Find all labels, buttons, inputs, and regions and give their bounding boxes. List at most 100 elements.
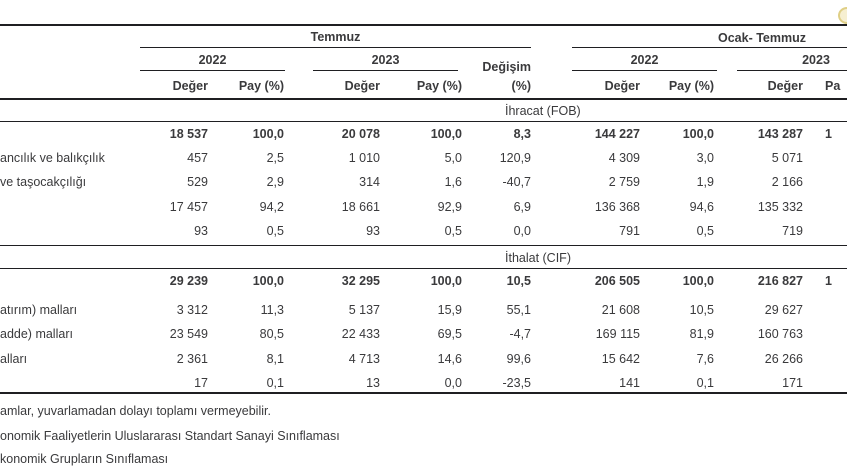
table-row: atırım) malları 3 312 11,3 5 137 15,9 55,1 21 … <box>0 298 847 322</box>
table-cell: 17 457 <box>169 199 208 214</box>
table-bottom-border <box>0 392 847 394</box>
table-cell: 216 827 <box>757 274 803 289</box>
ithalat-title-underline <box>0 268 847 269</box>
table-cell: 457 <box>187 151 208 166</box>
table-cell: 4 713 <box>348 351 380 366</box>
table-cell: 0,1 <box>696 375 714 390</box>
table-cell: 14,6 <box>437 351 462 366</box>
table-cell: 136 368 <box>594 199 640 214</box>
table-cell: 80,5 <box>259 327 284 342</box>
table-cell: 29 239 <box>169 274 208 289</box>
row-label: ancılık ve balıkçılık <box>0 151 105 166</box>
table-cell: 144 227 <box>594 127 640 142</box>
table-cell: 93 <box>194 223 208 238</box>
table-cell: 3,0 <box>696 151 714 166</box>
table-cell: 29 627 <box>764 303 803 318</box>
table-cell: 20 078 <box>341 127 380 142</box>
table-cell: 100,0 <box>430 274 462 289</box>
temmuz-underline <box>140 47 531 48</box>
table-cell: 99,6 <box>506 351 531 366</box>
table-cell: 6,9 <box>513 199 531 214</box>
table-cell: -40,7 <box>502 175 532 190</box>
table-cell: 171 <box>782 375 803 390</box>
table-cell: 1 <box>825 274 832 289</box>
year-2023-right: 2023 <box>802 53 830 67</box>
table-cell: 2 361 <box>176 351 208 366</box>
col-header-value-2023-cum: Değer <box>767 79 803 93</box>
table-cell: 8,3 <box>513 127 531 142</box>
table-row: 18 537 100,0 20 078 100,0 8,3 144 227 100,0 143… <box>0 122 847 146</box>
ithalat-rows: 29 239 100,0 32 295 100,0 10,5 206 505 100,0 21… <box>0 269 847 395</box>
table-cell: 10,5 <box>506 274 531 289</box>
table-cell: 18 537 <box>169 127 208 142</box>
section-title-ihracat: İhracat (FOB) <box>505 104 581 118</box>
table-cell: 100,0 <box>682 127 714 142</box>
table-cell: 2 166 <box>771 175 803 190</box>
table-cell: 169 115 <box>595 327 640 342</box>
table-cell: 0,0 <box>444 375 462 390</box>
table-cell: 0,0 <box>513 223 531 238</box>
table-cell: 5 137 <box>348 303 380 318</box>
y2023-left-underline <box>313 70 458 71</box>
header-bottom-border <box>0 98 847 100</box>
table-cell: 92,9 <box>437 199 462 214</box>
table-cell: 1 <box>825 127 832 142</box>
table-cell: 15,9 <box>437 303 462 318</box>
table-cell: 100,0 <box>682 274 714 289</box>
table-cell: 23 549 <box>169 327 208 342</box>
row-label: atırım) malları <box>0 303 78 318</box>
table-cell: 32 295 <box>341 274 380 289</box>
section-title-ithalat: İthalat (CIF) <box>505 251 571 265</box>
table-cell: 160 763 <box>757 327 803 342</box>
period-header-temmuz: Temmuz <box>310 30 361 44</box>
table-cell: 22 433 <box>341 327 380 342</box>
table-cell: 0,1 <box>266 375 284 390</box>
table-cell: 11,3 <box>260 303 284 318</box>
col-header-share-2023-cum-fragment: Pa <box>825 79 841 93</box>
table-cell: 100,0 <box>252 274 284 289</box>
table-cell: 94,6 <box>689 199 714 214</box>
y2022-right-underline <box>572 70 717 71</box>
table-cell: 26 266 <box>764 351 803 366</box>
table-cell: 93 <box>366 223 380 238</box>
table-row: ancılık ve balıkçılık 457 2,5 1 010 5,0 120,9… <box>0 146 847 170</box>
col-header-share-2022-jul: Pay (%) <box>238 79 284 93</box>
table-cell: 69,5 <box>437 327 462 342</box>
table-cell: 15 642 <box>601 351 640 366</box>
col-header-value-2022-cum: Değer <box>604 79 640 93</box>
table-row: adde) malları 23 549 80,5 22 433 69,5 -4,7 169… <box>0 322 847 346</box>
year-2022-left: 2022 <box>198 53 227 67</box>
change-header-line1: Değişim <box>482 60 531 74</box>
table-cell: 1,6 <box>444 175 462 190</box>
table-row: 17 0,1 13 0,0 -23,5 141 0,1 171 <box>0 371 847 395</box>
table-cell: 1 010 <box>348 151 380 166</box>
table-cell: 100,0 <box>252 127 284 142</box>
footnote-isic: onomik Faaliyetlerin Uluslararası Standa… <box>0 429 340 443</box>
table-row: 17 457 94,2 18 661 92,9 6,9 136 368 94,6 135 33… <box>0 195 847 219</box>
row-label: alları <box>0 351 28 366</box>
cropped-artifact <box>838 7 847 24</box>
table-cell: 0,5 <box>696 223 714 238</box>
table-cell: 55,1 <box>506 303 531 318</box>
label-column-header <box>0 78 148 94</box>
table-cell: 314 <box>359 175 380 190</box>
table-cell: 10,5 <box>689 303 714 318</box>
year-2023-left: 2023 <box>371 53 400 67</box>
table-cell: 8,1 <box>266 351 284 366</box>
table-cell: 141 <box>619 375 640 390</box>
table-cell: 2,9 <box>266 175 284 190</box>
table-cell: 206 505 <box>594 274 640 289</box>
table-cell: 135 332 <box>757 199 803 214</box>
table-cell: 719 <box>782 223 803 238</box>
table-cell: 81,9 <box>689 327 714 342</box>
table-cell: 21 608 <box>601 303 640 318</box>
table-cell: -23,5 <box>502 375 532 390</box>
table-row: ve taşocakçılığı 529 2,9 314 1,6 -40,7 2 759 1,… <box>0 170 847 194</box>
table-cell: 17 <box>194 375 208 390</box>
change-header-line2: (%) <box>511 79 531 93</box>
table-cell: 100,0 <box>430 127 462 142</box>
col-header-value-2022-jul: Değer <box>172 79 208 93</box>
ihracat-rows: 18 537 100,0 20 078 100,0 8,3 144 227 100,0 143… <box>0 122 847 243</box>
col-header-value-2023-jul: Değer <box>344 79 380 93</box>
table-cell: 0,5 <box>444 223 462 238</box>
